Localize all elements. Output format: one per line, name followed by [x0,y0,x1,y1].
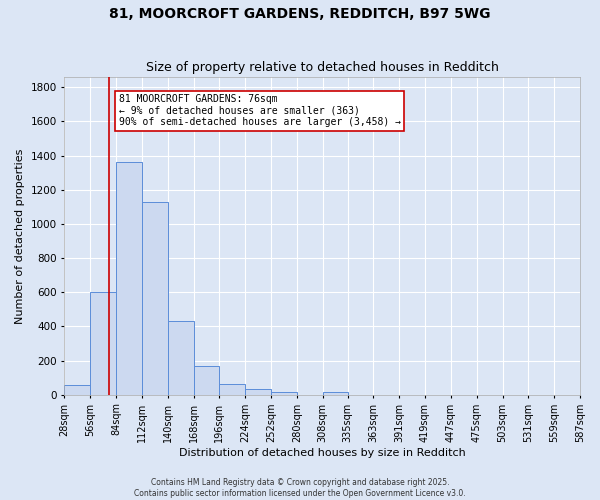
X-axis label: Distribution of detached houses by size in Redditch: Distribution of detached houses by size … [179,448,466,458]
Text: Contains HM Land Registry data © Crown copyright and database right 2025.
Contai: Contains HM Land Registry data © Crown c… [134,478,466,498]
Bar [64,384,90,395]
Bar [323,392,347,395]
Text: 81 MOORCROFT GARDENS: 76sqm
← 9% of detached houses are smaller (363)
90% of sem: 81 MOORCROFT GARDENS: 76sqm ← 9% of deta… [119,94,401,128]
Y-axis label: Number of detached properties: Number of detached properties [15,148,25,324]
Bar [245,389,271,395]
Text: 81, MOORCROFT GARDENS, REDDITCH, B97 5WG: 81, MOORCROFT GARDENS, REDDITCH, B97 5WG [109,8,491,22]
Bar [90,292,116,395]
Bar [194,366,220,395]
Bar [271,392,297,395]
Bar [220,384,245,395]
Title: Size of property relative to detached houses in Redditch: Size of property relative to detached ho… [146,62,499,74]
Bar [116,162,142,395]
Bar [168,322,194,395]
Bar [142,202,168,395]
